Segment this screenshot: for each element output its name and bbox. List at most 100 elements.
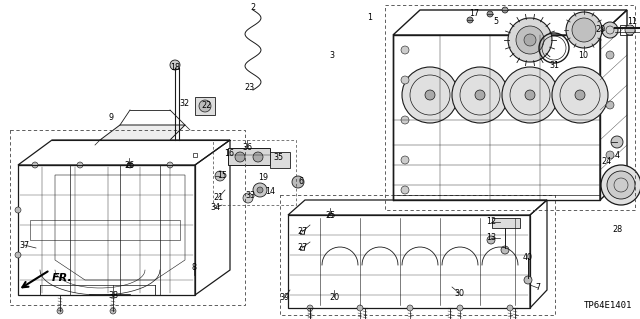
Bar [300,230,304,234]
Text: 23: 23 [244,84,254,93]
Circle shape [525,90,535,100]
Circle shape [452,67,508,123]
Circle shape [253,152,263,162]
Text: 2: 2 [250,4,255,12]
Circle shape [401,46,409,54]
Text: 5: 5 [493,18,499,26]
Circle shape [307,305,313,311]
Circle shape [552,67,608,123]
Circle shape [602,22,618,38]
Text: 1: 1 [367,13,372,23]
Text: 29: 29 [595,26,605,34]
Text: 17: 17 [469,10,479,19]
Circle shape [524,276,532,284]
Text: 31: 31 [549,62,559,70]
Circle shape [566,12,602,48]
Polygon shape [492,218,520,228]
Circle shape [401,156,409,164]
Circle shape [524,34,536,46]
Text: 40: 40 [523,254,533,263]
Circle shape [508,18,552,62]
Text: 30: 30 [454,288,464,298]
Text: 34: 34 [210,204,220,212]
Circle shape [110,308,116,314]
Text: 38: 38 [108,291,118,300]
Bar [127,163,131,167]
Circle shape [425,90,435,100]
Circle shape [15,207,21,213]
Circle shape [607,171,635,199]
Text: 25: 25 [325,211,335,219]
Text: 16: 16 [224,149,234,158]
Text: 24: 24 [601,158,611,167]
Circle shape [502,7,508,13]
Text: 27: 27 [297,243,307,253]
Circle shape [601,165,640,205]
Circle shape [215,171,225,181]
Circle shape [402,67,458,123]
Circle shape [606,151,614,159]
Text: 8: 8 [191,263,196,271]
Circle shape [502,67,558,123]
Circle shape [243,193,253,203]
Text: 22: 22 [202,100,212,109]
Text: 9: 9 [108,114,113,122]
Text: 36: 36 [242,143,252,152]
Circle shape [199,100,211,112]
Bar [280,195,555,315]
Circle shape [575,90,585,100]
Text: 6: 6 [298,177,303,187]
Polygon shape [195,97,215,115]
Text: 27: 27 [297,227,307,236]
Circle shape [572,18,596,42]
Circle shape [606,101,614,109]
Text: 33: 33 [245,191,255,201]
Circle shape [606,51,614,59]
Circle shape [501,246,509,254]
Circle shape [507,305,513,311]
Text: 13: 13 [486,234,496,242]
Text: 12: 12 [486,218,496,226]
Text: 15: 15 [217,170,227,180]
Circle shape [292,176,304,188]
Polygon shape [228,148,270,165]
Bar [385,5,635,210]
Text: 7: 7 [536,284,541,293]
Circle shape [257,187,263,193]
Circle shape [77,162,83,168]
Bar [620,25,632,35]
Text: 35: 35 [273,152,283,161]
Circle shape [401,186,409,194]
Circle shape [457,305,463,311]
Bar [193,153,197,157]
Circle shape [127,162,133,168]
Circle shape [357,305,363,311]
Text: FR.: FR. [52,273,73,283]
Circle shape [170,60,180,70]
Circle shape [253,183,267,197]
Text: 19: 19 [258,174,268,182]
Text: 39: 39 [279,293,289,302]
Text: 3: 3 [330,50,335,60]
Circle shape [32,162,38,168]
Circle shape [487,236,495,244]
Text: TP64E1401: TP64E1401 [584,301,632,310]
Circle shape [625,25,635,35]
Circle shape [57,308,63,314]
Text: 20: 20 [329,293,339,301]
Text: 11: 11 [627,18,637,26]
Circle shape [467,17,473,23]
Circle shape [235,152,245,162]
Circle shape [516,26,544,54]
Text: 14: 14 [265,188,275,197]
Text: 21: 21 [213,194,223,203]
Circle shape [167,162,173,168]
Bar [213,140,296,205]
Circle shape [15,252,21,258]
Circle shape [611,136,623,148]
Polygon shape [100,125,185,140]
Text: 26: 26 [124,160,134,169]
Circle shape [401,76,409,84]
Text: 37: 37 [19,241,29,249]
Text: 32: 32 [179,99,189,108]
